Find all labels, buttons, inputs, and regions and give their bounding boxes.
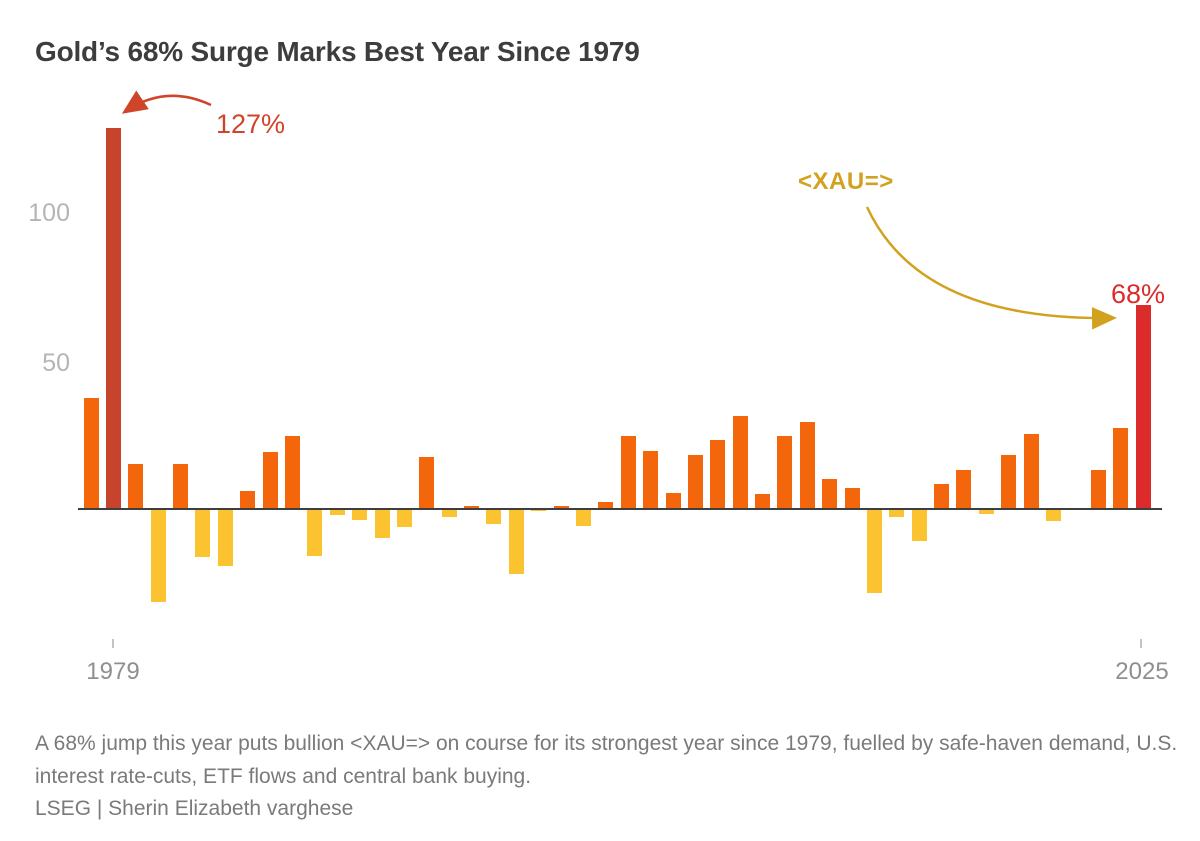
bar-2010	[799, 422, 815, 509]
bar-2017	[956, 470, 972, 509]
arrow-to-2025-bar	[865, 206, 1117, 330]
bar-1993	[419, 456, 435, 509]
x-axis-tickmark-1979	[112, 639, 114, 648]
chart-caption: A 68% jump this year puts bullion <XAU=>…	[35, 732, 1178, 788]
chart-title: Gold’s 68% Surge Marks Best Year Since 1…	[35, 36, 640, 67]
bar-2024	[1113, 428, 1129, 509]
bar-2012	[844, 488, 860, 509]
annotation-68-percent: 68%	[1111, 279, 1166, 309]
bar-2016	[934, 483, 950, 509]
bar-1996	[486, 509, 502, 524]
bar-1982	[173, 464, 188, 509]
bar-1978	[83, 398, 99, 509]
bar-1988	[307, 509, 323, 556]
annotation-127-percent: 127%	[216, 109, 286, 139]
bar-1984	[217, 509, 233, 566]
bar-2025	[1135, 305, 1151, 509]
bar-2015	[911, 509, 927, 541]
bar-2018	[978, 509, 994, 515]
y-axis-tick-50: 50	[42, 349, 70, 377]
bar-2021	[1046, 509, 1061, 521]
bar-2005	[687, 455, 703, 509]
y-axis-tick-100: 100	[28, 199, 70, 227]
bar-1995	[464, 506, 479, 509]
bar-2008	[755, 494, 770, 509]
bar-2000	[575, 509, 591, 526]
arrow-to-1979-bar	[121, 90, 212, 114]
bar-1991	[374, 509, 390, 538]
bar-2019	[1001, 455, 1017, 509]
bar-2007	[732, 416, 748, 509]
bar-2020	[1023, 434, 1039, 509]
annotation-xau-ticker: <XAU=>	[798, 168, 894, 195]
x-axis-tickmark-2025	[1140, 639, 1142, 648]
bar-1998	[531, 509, 547, 512]
bar-2001	[598, 501, 614, 509]
bar-1983	[195, 509, 211, 557]
bar-1994	[441, 509, 457, 517]
bar-2011	[822, 479, 838, 509]
bar-1987	[284, 435, 300, 509]
bar-2014	[889, 509, 905, 517]
x-axis-baseline	[78, 508, 1162, 510]
x-axis-label-2025: 2025	[1115, 658, 1169, 685]
bar-1981	[150, 509, 166, 602]
bar-1990	[352, 509, 368, 520]
bar-1980	[128, 464, 144, 509]
bar-1997	[508, 509, 524, 574]
source-credit: LSEG | Sherin Elizabeth varghese	[35, 797, 354, 820]
bar-1979	[105, 128, 121, 509]
bar-2002	[620, 435, 636, 509]
bar-1986	[262, 452, 278, 509]
bar-2006	[710, 440, 726, 509]
bar-1992	[396, 509, 412, 527]
bar-1985	[240, 491, 256, 509]
bar-2004	[665, 492, 681, 509]
bar-2003	[643, 450, 659, 509]
bar-1999	[553, 506, 569, 509]
bar-1989	[329, 509, 345, 515]
bar-2023	[1090, 470, 1106, 509]
bar-2013	[866, 509, 882, 593]
bar-2009	[777, 435, 793, 509]
x-axis-label-1979: 1979	[86, 658, 140, 685]
